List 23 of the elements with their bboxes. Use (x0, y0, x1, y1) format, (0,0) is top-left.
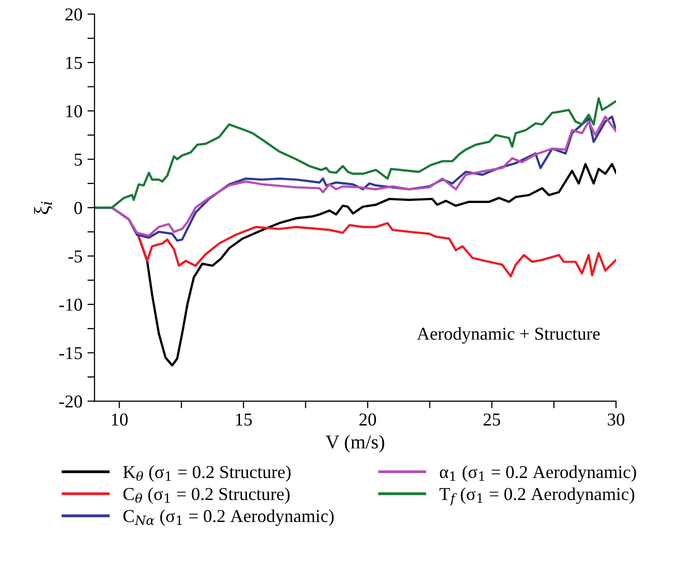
y-tick-label: -15 (59, 347, 82, 360)
y-tick-label: 15 (66, 56, 82, 69)
legend-label: T$_{f}$ (σ$_{1}$ = 0.2 Aerodynamic) (440, 487, 634, 506)
line-series (94, 97, 616, 209)
x-tick-label: 20 (359, 413, 376, 426)
legend-label: C$_{θ}$ (σ$_{1}$ = 0.2 Structure) (123, 487, 290, 504)
annotation: Aerodynamic + Structure (416, 327, 600, 344)
y-axis-title: ξ$_{i}$ (34, 202, 52, 214)
y-tick-label: 0 (74, 202, 82, 214)
legend-label: α$_{1}$ (σ$_{1}$ = 0.2 Aerodynamic) (440, 465, 636, 482)
x-tick-label: 30 (608, 413, 624, 426)
y-tick-label: 10 (66, 105, 82, 118)
y-tick-label: -20 (59, 395, 82, 408)
x-axis-title: V (m/s) (326, 434, 384, 453)
legend-label: C$_{Nα}$ (σ$_{1}$ = 0.2 Aerodynamic) (123, 509, 334, 526)
x-tick-label: 25 (484, 414, 500, 426)
y-tick-label: -5 (68, 250, 82, 262)
y-tick-label: -10 (59, 298, 82, 311)
legend-label: K$_{θ}$ (σ$_{1}$ = 0.2 Structure) (123, 465, 291, 482)
y-tick-label: 5 (74, 154, 82, 166)
x-tick-label: 15 (236, 414, 252, 426)
y-tick-label: 20 (65, 8, 82, 21)
x-tick-label: 10 (112, 413, 128, 426)
